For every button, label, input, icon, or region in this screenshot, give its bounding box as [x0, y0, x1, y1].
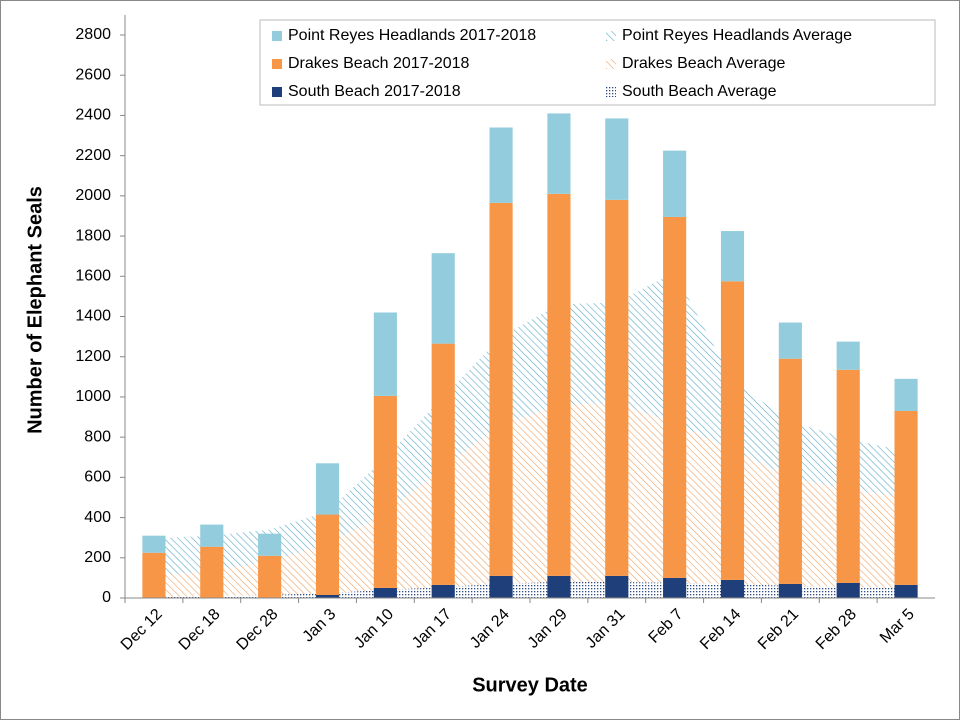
legend-swatch [606, 59, 616, 69]
x-tick-label: Mar 5 [877, 606, 918, 647]
legend [259, 19, 936, 106]
bar [836, 369, 860, 583]
y-tick-label: 1400 [75, 308, 111, 325]
x-tick-label: Feb 21 [755, 606, 802, 653]
bar [894, 378, 918, 412]
y-tick-label: 2400 [75, 107, 111, 124]
average-area [153, 581, 907, 598]
bar [663, 216, 687, 578]
average-area [153, 272, 907, 577]
y-tick-label: 600 [84, 469, 111, 486]
y-tick-label: 1600 [75, 268, 111, 285]
bar [778, 358, 802, 584]
bar [663, 577, 687, 598]
bar [720, 579, 745, 598]
bar [836, 341, 860, 370]
bar [200, 546, 224, 598]
x-tick-label: Feb 7 [645, 606, 686, 647]
bar [778, 322, 802, 359]
bar [200, 524, 224, 547]
x-axis-title: Survey Date [472, 674, 588, 696]
bar [373, 587, 397, 598]
x-tick-label: Jan 24 [467, 606, 513, 652]
bar [373, 395, 397, 588]
bar [142, 535, 166, 553]
x-tick-label: Dec 28 [234, 606, 282, 654]
y-tick-label: 1200 [75, 348, 111, 365]
bar [720, 281, 745, 580]
bar [142, 552, 166, 598]
y-tick-label: 1000 [75, 388, 111, 405]
bar [489, 575, 513, 598]
bar [373, 312, 397, 396]
legend-label: Drakes Beach Average [622, 55, 785, 72]
legend-label: Point Reyes Headlands 2017-2018 [288, 27, 536, 44]
y-tick-label: 2600 [75, 66, 111, 83]
bar [894, 411, 918, 585]
average-area [153, 402, 907, 597]
x-tick-label: Jan 29 [525, 606, 571, 652]
legend-label: Point Reyes Headlands Average [622, 27, 852, 44]
legend-swatch [272, 31, 282, 41]
bar [431, 343, 455, 585]
bar [778, 583, 802, 598]
y-tick-label: 1800 [75, 227, 111, 244]
bar [547, 575, 571, 598]
y-axis-title: Number of Elephant Seals [24, 186, 46, 434]
legend-swatch [272, 87, 282, 97]
x-tick-label: Dec 18 [176, 606, 224, 654]
bar [315, 463, 340, 515]
y-tick-label: 2800 [75, 26, 111, 43]
legend-swatch [606, 87, 616, 97]
x-tick-label: Jan 17 [409, 606, 455, 652]
bar [258, 555, 282, 598]
bar [663, 150, 687, 217]
bar [315, 594, 340, 598]
legend-label: South Beach Average [622, 83, 777, 100]
x-tick-label: Jan 10 [351, 606, 397, 652]
x-tick-label: Jan 31 [583, 606, 629, 652]
legend-label: Drakes Beach 2017-2018 [288, 55, 470, 72]
bar [720, 231, 745, 282]
legend-swatch [272, 59, 282, 69]
x-tick-label: Dec 12 [118, 606, 166, 654]
legend-swatch [606, 31, 616, 41]
x-tick-label: Feb 28 [813, 606, 860, 653]
bar [489, 202, 513, 576]
bar [315, 514, 340, 595]
y-tick-label: 0 [102, 589, 111, 606]
bar [431, 253, 455, 344]
legend-label: South Beach 2017-2018 [288, 83, 461, 100]
y-tick-label: 400 [84, 509, 111, 526]
bar [258, 533, 282, 556]
bar [547, 113, 571, 194]
bar [547, 193, 571, 576]
x-tick-label: Feb 14 [697, 606, 744, 653]
bar [489, 127, 513, 203]
bar [431, 584, 455, 598]
bar [894, 584, 918, 598]
x-tick-label: Jan 3 [300, 606, 340, 646]
y-tick-label: 2200 [75, 147, 111, 164]
y-tick-label: 800 [84, 428, 111, 445]
bar [605, 575, 629, 598]
y-tick-label: 200 [84, 549, 111, 566]
bar [605, 199, 629, 576]
bar [605, 118, 629, 200]
y-tick-label: 2000 [75, 187, 111, 204]
bar [836, 582, 860, 598]
